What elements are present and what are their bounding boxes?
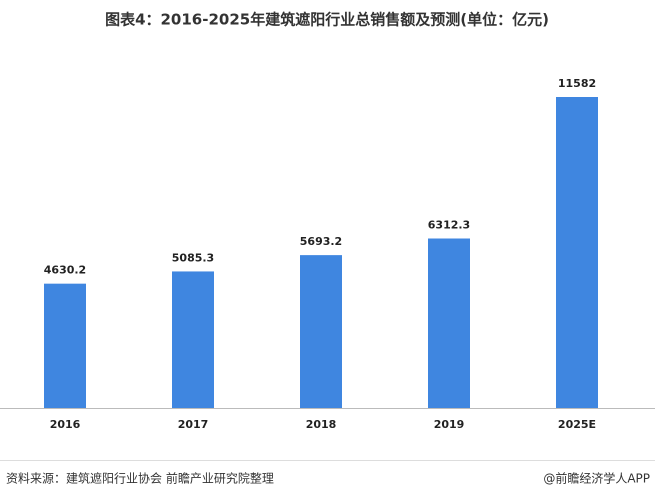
x-tick-label: 2025E	[558, 418, 596, 431]
value-label: 4630.2	[44, 264, 86, 277]
bar	[556, 97, 598, 408]
bar	[300, 255, 342, 408]
x-tick-label: 2019	[434, 418, 465, 431]
x-tick-label: 2016	[50, 418, 81, 431]
value-label: 5085.3	[172, 251, 214, 264]
bar	[428, 238, 470, 408]
bar	[44, 283, 86, 408]
x-tick-label: 2018	[306, 418, 337, 431]
value-label: 11582	[558, 77, 596, 90]
value-label: 5693.2	[300, 235, 342, 248]
source: 资料来源：建筑遮阳行业协会 前瞻产业研究院整理	[6, 471, 274, 486]
bar	[172, 271, 214, 408]
x-tick-label: 2017	[178, 418, 209, 431]
value-label: 6312.3	[428, 219, 470, 232]
chart-title: 图表4：2016-2025年建筑遮阳行业总销售额及预测(单位：亿元)	[105, 11, 549, 29]
credit: @前瞻经济学人APP	[543, 471, 650, 486]
